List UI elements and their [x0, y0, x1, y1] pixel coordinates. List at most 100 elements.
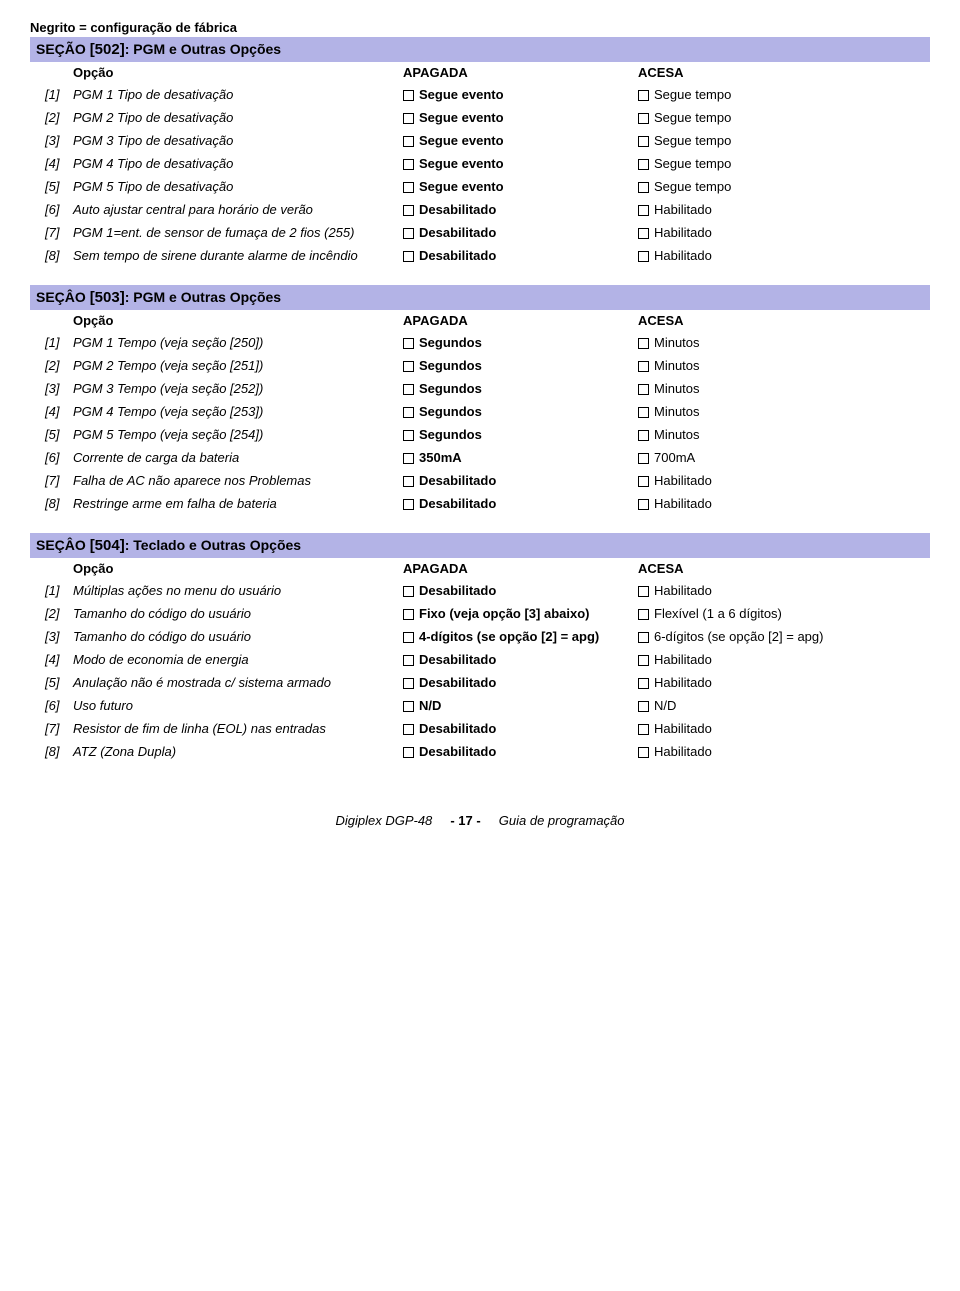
checkbox-icon: [403, 159, 414, 170]
option-row: [4]Modo de economia de energiaDesabilita…: [30, 648, 930, 671]
option-number: [7]: [45, 721, 73, 736]
sections-container: SEÇÃO [502]: PGM e Outras OpçõesOpçãoAPA…: [30, 37, 930, 763]
option-description: Tamanho do código do usuário: [73, 606, 403, 621]
option-off-value: Segue evento: [403, 110, 638, 125]
option-on-label: Segue tempo: [654, 133, 731, 148]
checkbox-icon: [403, 182, 414, 193]
col-header-apagada: APAGADA: [403, 313, 638, 328]
option-description: Múltiplas ações no menu do usuário: [73, 583, 403, 598]
checkbox-icon: [403, 113, 414, 124]
option-row: [5]Anulação não é mostrada c/ sistema ar…: [30, 671, 930, 694]
option-description: PGM 4 Tempo (veja seção [253]): [73, 404, 403, 419]
option-on-value: Segue tempo: [638, 156, 873, 171]
option-row: [6]Auto ajustar central para horário de …: [30, 198, 930, 221]
option-off-label: Segue evento: [419, 133, 504, 148]
factory-default-note: Negrito = configuração de fábrica: [30, 20, 930, 35]
section-suffix: : Teclado e Outras Opções: [125, 537, 301, 553]
option-on-label: Habilitado: [654, 675, 712, 690]
option-number: [5]: [45, 675, 73, 690]
option-on-label: Habilitado: [654, 248, 712, 263]
option-number: [2]: [45, 110, 73, 125]
option-off-label: Desabilitado: [419, 225, 496, 240]
option-number: [4]: [45, 404, 73, 419]
option-on-value: Habilitado: [638, 675, 873, 690]
option-on-label: Habilitado: [654, 473, 712, 488]
option-off-value: Desabilitado: [403, 652, 638, 667]
option-on-value: Segue tempo: [638, 133, 873, 148]
option-row: [6]Corrente de carga da bateria350mA700m…: [30, 446, 930, 469]
option-description: PGM 2 Tempo (veja seção [251]): [73, 358, 403, 373]
option-on-value: Habilitado: [638, 248, 873, 263]
checkbox-icon: [638, 338, 649, 349]
option-off-label: Desabilitado: [419, 496, 496, 511]
option-on-label: Minutos: [654, 404, 700, 419]
footer-title: Guia de programação: [499, 813, 625, 828]
checkbox-icon: [638, 655, 649, 666]
checkbox-icon: [403, 632, 414, 643]
option-description: Auto ajustar central para horário de ver…: [73, 202, 403, 217]
option-off-label: Segundos: [419, 381, 482, 396]
option-row: [7]Resistor de fim de linha (EOL) nas en…: [30, 717, 930, 740]
option-number: [1]: [45, 583, 73, 598]
option-off-value: N/D: [403, 698, 638, 713]
option-number: [7]: [45, 473, 73, 488]
checkbox-icon: [403, 655, 414, 666]
option-on-label: Flexível (1 a 6 dígitos): [654, 606, 782, 621]
section-header: SEÇÂO [504]: Teclado e Outras Opções: [30, 533, 930, 558]
checkbox-icon: [403, 430, 414, 441]
option-on-value: Habilitado: [638, 744, 873, 759]
checkbox-icon: [403, 338, 414, 349]
section-suffix: : PGM e Outras Opções: [125, 41, 281, 57]
option-on-label: N/D: [654, 698, 676, 713]
option-off-label: Segundos: [419, 427, 482, 442]
option-number: [2]: [45, 606, 73, 621]
option-number: [5]: [45, 179, 73, 194]
option-row: [2]Tamanho do código do usuárioFixo (vej…: [30, 602, 930, 625]
option-row: [3]Tamanho do código do usuário4-dígitos…: [30, 625, 930, 648]
option-row: [1]PGM 1 Tempo (veja seção [250])Segundo…: [30, 331, 930, 354]
option-on-value: Habilitado: [638, 496, 873, 511]
option-off-label: Segue evento: [419, 156, 504, 171]
option-on-label: 6-dígitos (se opção [2] = apg): [654, 629, 823, 644]
option-off-value: Desabilitado: [403, 248, 638, 263]
option-description: PGM 5 Tempo (veja seção [254]): [73, 427, 403, 442]
column-header-row: OpçãoAPAGADAACESA: [30, 310, 930, 331]
checkbox-icon: [403, 499, 414, 510]
option-on-label: Minutos: [654, 335, 700, 350]
option-row: [4]PGM 4 Tipo de desativaçãoSegue evento…: [30, 152, 930, 175]
option-description: PGM 3 Tempo (veja seção [252]): [73, 381, 403, 396]
section-prefix: SEÇÃO: [36, 41, 90, 57]
option-number: [1]: [45, 335, 73, 350]
option-on-value: Segue tempo: [638, 110, 873, 125]
option-number: [4]: [45, 652, 73, 667]
option-number: [8]: [45, 496, 73, 511]
checkbox-icon: [638, 90, 649, 101]
option-on-label: Habilitado: [654, 583, 712, 598]
option-off-label: Desabilitado: [419, 744, 496, 759]
option-row: [3]PGM 3 Tipo de desativaçãoSegue evento…: [30, 129, 930, 152]
option-on-value: Segue tempo: [638, 179, 873, 194]
checkbox-icon: [638, 113, 649, 124]
option-description: Uso futuro: [73, 698, 403, 713]
option-row: [2]PGM 2 Tempo (veja seção [251])Segundo…: [30, 354, 930, 377]
col-header-acesa: ACESA: [638, 561, 873, 576]
col-header-opcao-label: Opção: [73, 561, 403, 576]
option-off-value: Desabilitado: [403, 721, 638, 736]
option-row: [4]PGM 4 Tempo (veja seção [253])Segundo…: [30, 400, 930, 423]
checkbox-icon: [638, 609, 649, 620]
checkbox-icon: [638, 182, 649, 193]
checkbox-icon: [403, 678, 414, 689]
checkbox-icon: [638, 159, 649, 170]
option-number: [5]: [45, 427, 73, 442]
option-off-value: Desabilitado: [403, 473, 638, 488]
option-number: [3]: [45, 629, 73, 644]
option-description: Sem tempo de sirene durante alarme de in…: [73, 248, 403, 263]
checkbox-icon: [638, 586, 649, 597]
option-description: Tamanho do código do usuário: [73, 629, 403, 644]
option-on-label: Segue tempo: [654, 110, 731, 125]
option-number: [6]: [45, 450, 73, 465]
option-row: [1]PGM 1 Tipo de desativaçãoSegue evento…: [30, 83, 930, 106]
option-on-value: N/D: [638, 698, 873, 713]
checkbox-icon: [638, 632, 649, 643]
option-off-value: Desabilitado: [403, 744, 638, 759]
